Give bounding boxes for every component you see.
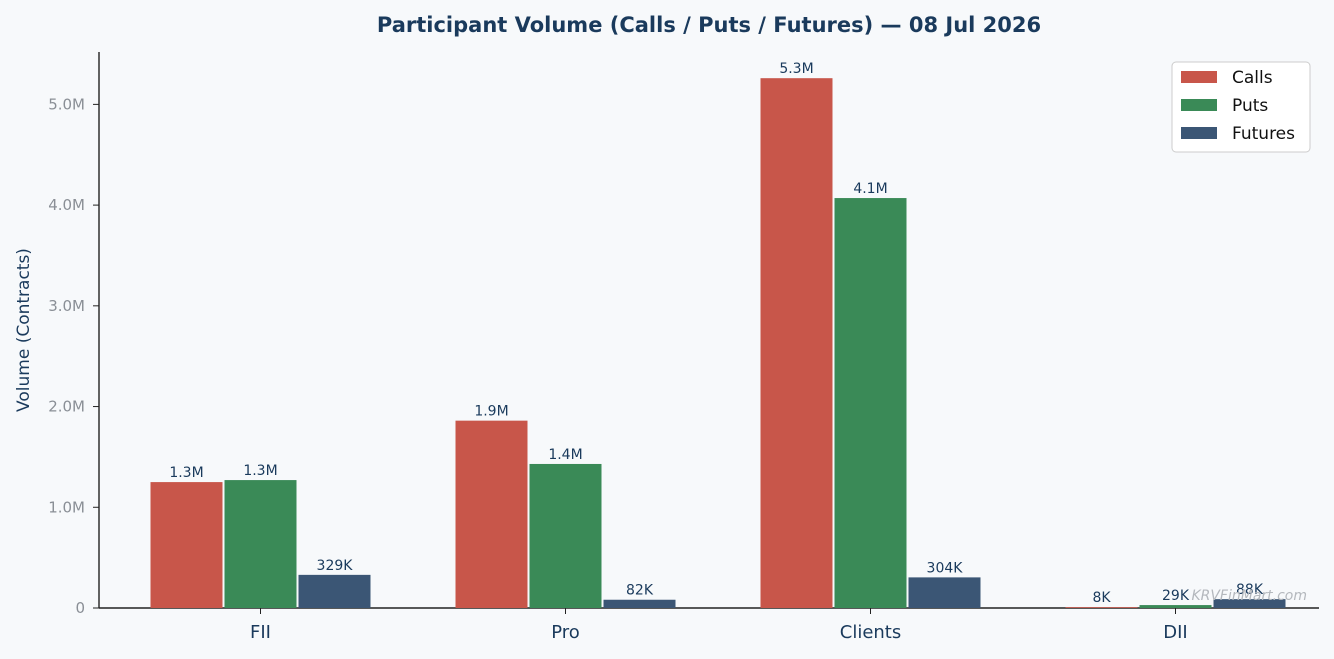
legend-swatch xyxy=(1181,127,1217,139)
y-tick-label: 1.0M xyxy=(48,498,85,516)
plot-area: 0 1.0M 2.0M 3.0M 4.0M 5.0M 1.3M 1.3M 329K FII 1.9M… xyxy=(48,52,1319,643)
bar-calls-fii xyxy=(150,482,223,608)
bar-futures-dii xyxy=(1213,599,1286,608)
bar-puts-dii xyxy=(1139,605,1212,608)
x-tick-label: FII xyxy=(250,622,271,643)
legend-label: Puts xyxy=(1232,96,1268,116)
y-tick-label: 2.0M xyxy=(48,398,85,416)
bar-futures-pro xyxy=(603,599,676,608)
x-tick-label: Clients xyxy=(840,622,902,643)
legend-label: Futures xyxy=(1232,124,1295,144)
legend-swatch xyxy=(1181,99,1217,111)
legend-swatch xyxy=(1181,71,1217,83)
data-label: 1.3M xyxy=(169,465,203,481)
y-tick-label: 0 xyxy=(75,599,85,617)
data-label: 4.1M xyxy=(853,181,887,197)
data-label: 29K xyxy=(1162,588,1190,604)
data-label: 1.3M xyxy=(243,463,277,479)
bar-puts-pro xyxy=(529,463,602,608)
y-tick-label: 3.0M xyxy=(48,297,85,315)
x-tick-label: DII xyxy=(1163,622,1187,643)
data-label: 82K xyxy=(626,583,654,599)
data-label: 88K xyxy=(1236,582,1264,598)
chart-title: Participant Volume (Calls / Puts / Futur… xyxy=(377,13,1041,37)
y-tick-label: 4.0M xyxy=(48,196,85,214)
data-label: 329K xyxy=(317,558,354,574)
x-tick-label: Pro xyxy=(551,622,580,643)
data-label: 304K xyxy=(927,560,964,576)
bar-futures-clients xyxy=(908,577,981,608)
legend-label: Calls xyxy=(1232,68,1273,88)
watermark-text: KRVFinMart.com xyxy=(1191,588,1307,604)
bar-puts-clients xyxy=(834,198,907,608)
data-label: 1.9M xyxy=(474,404,508,420)
data-label: 1.4M xyxy=(548,447,582,463)
bar-puts-fii xyxy=(224,480,297,608)
bar-futures-fii xyxy=(298,574,371,608)
bar-calls-pro xyxy=(455,420,528,608)
bar-calls-clients xyxy=(760,78,833,608)
data-label: 5.3M xyxy=(779,61,813,77)
legend: Calls Puts Futures xyxy=(1171,61,1311,153)
y-tick-label: 5.0M xyxy=(48,95,85,113)
data-label: 8K xyxy=(1092,590,1111,606)
bar-calls-dii xyxy=(1065,607,1138,608)
y-axis-label: Volume (Contracts) xyxy=(14,248,34,412)
